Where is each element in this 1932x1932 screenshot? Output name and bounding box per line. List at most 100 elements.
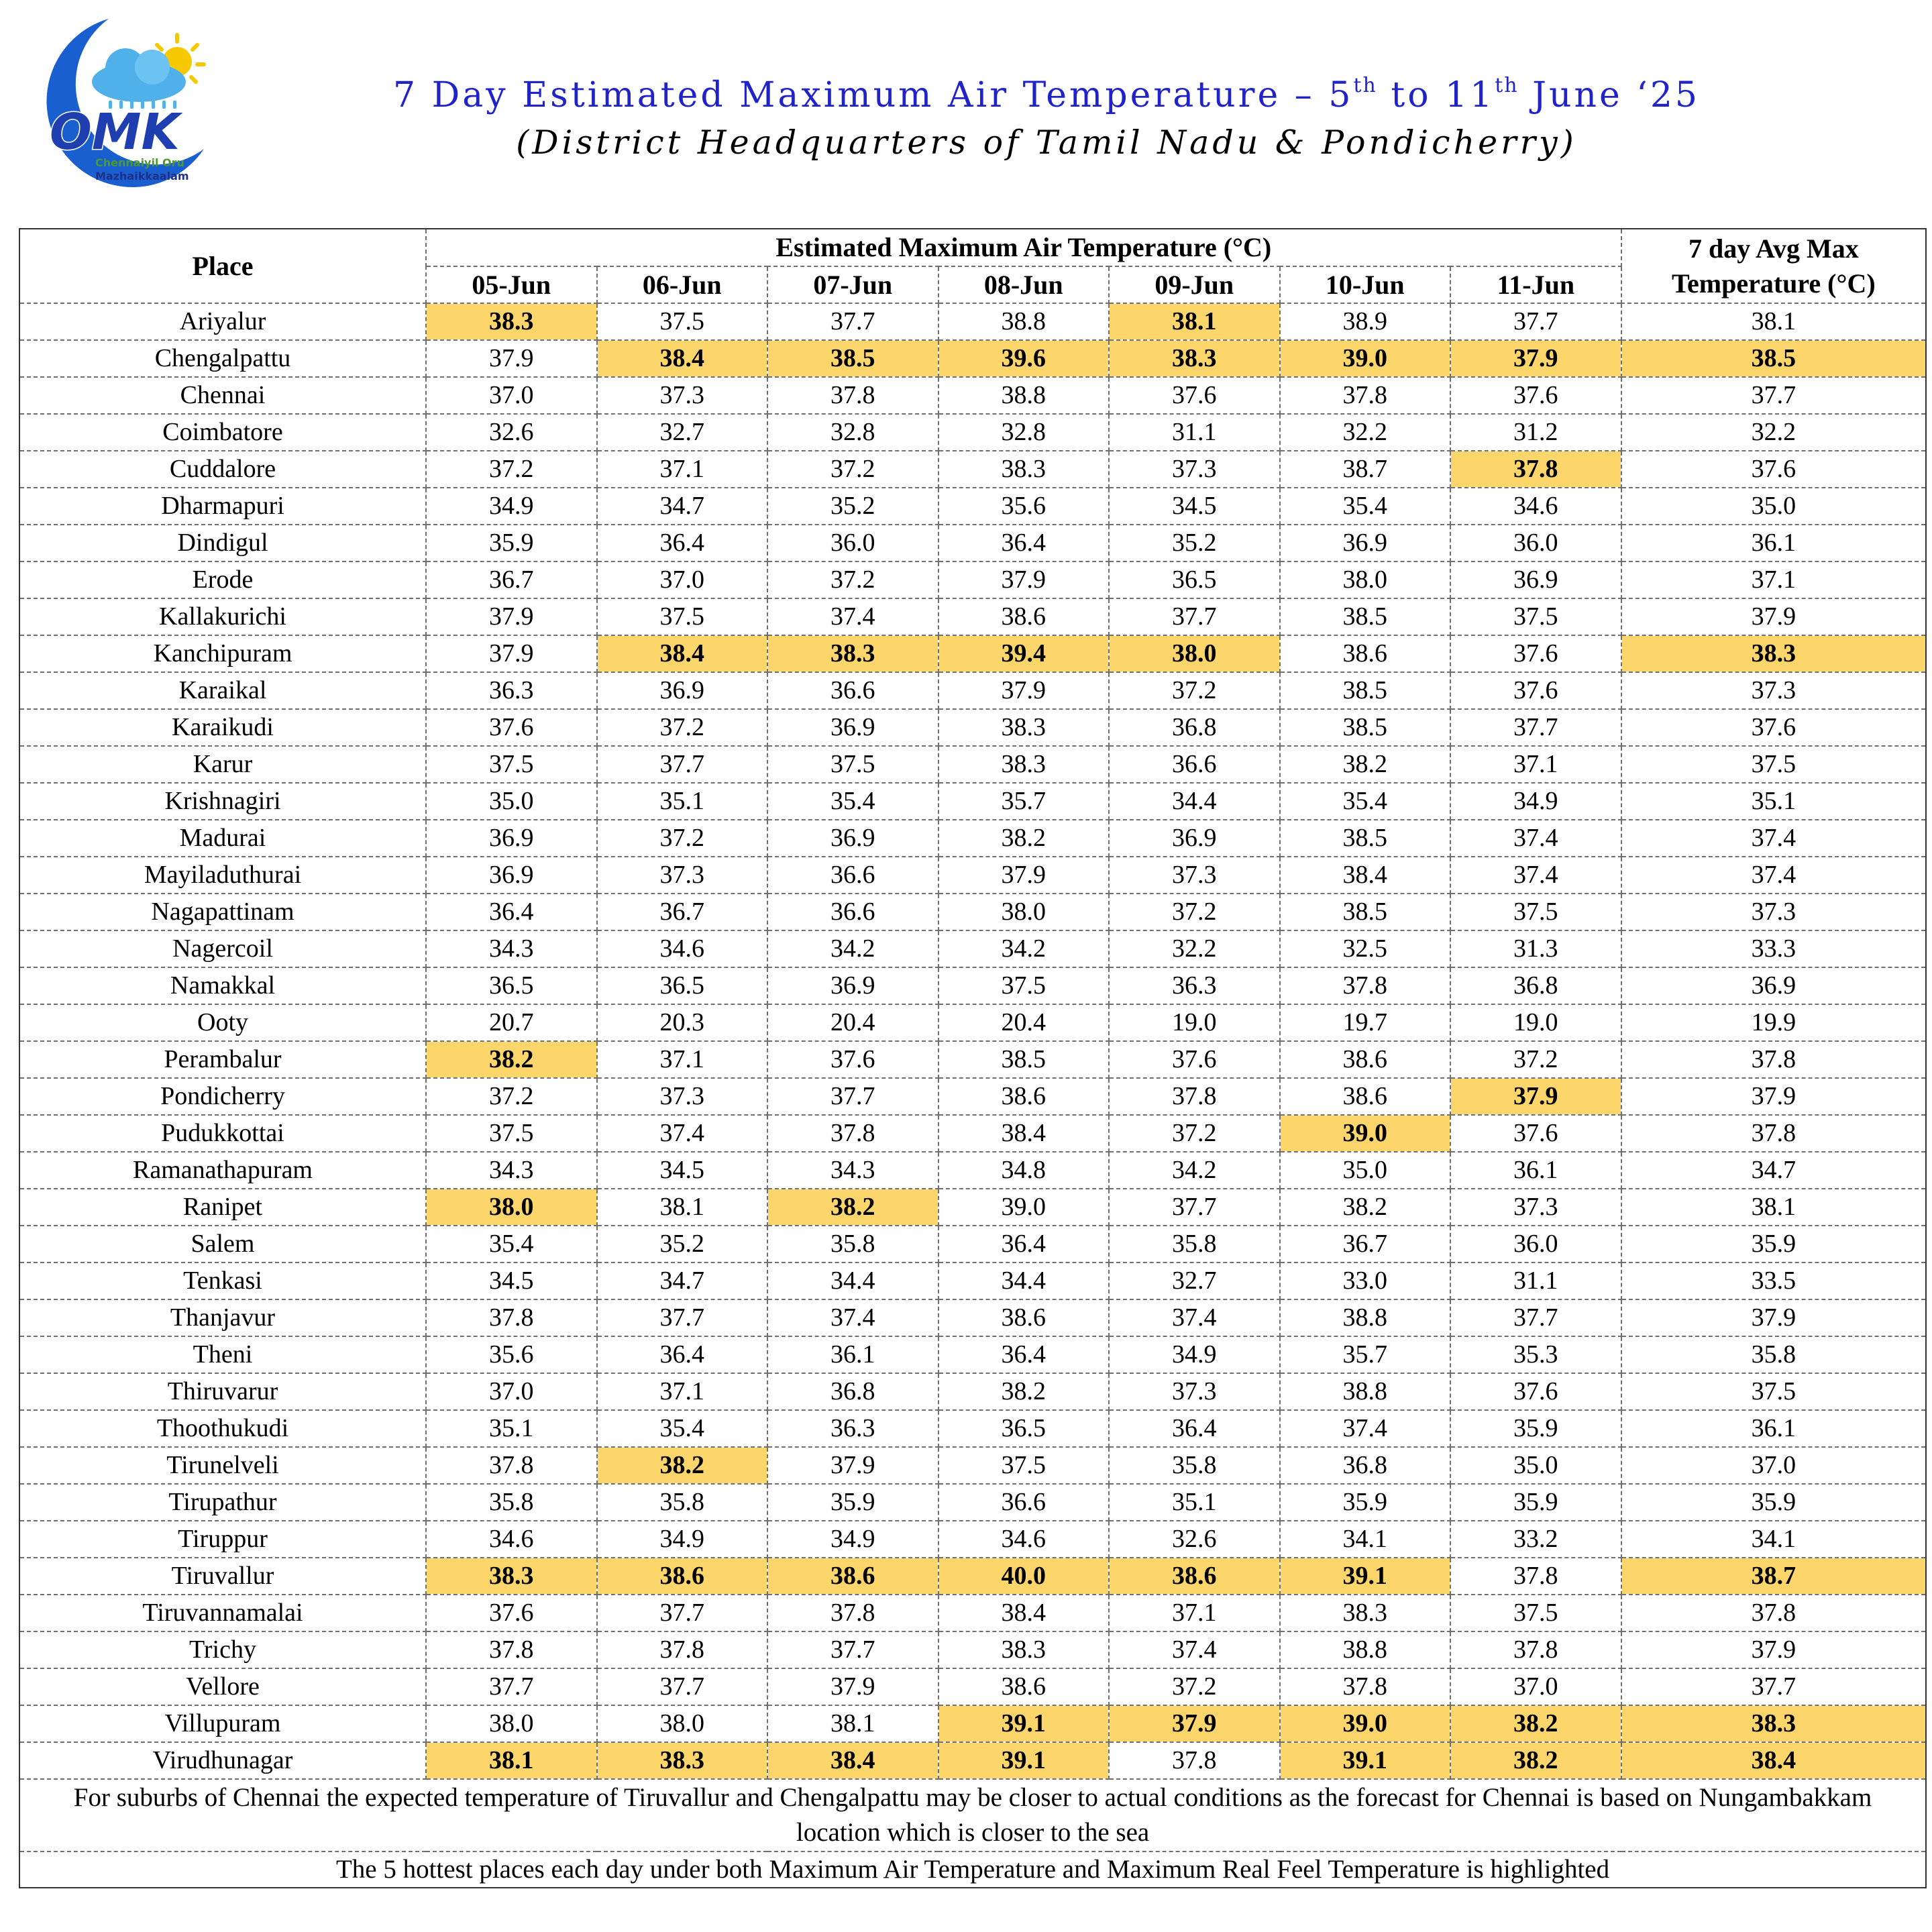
temperature-cell: 36.4 xyxy=(425,893,598,931)
temperature-cell: 35.8 xyxy=(425,1483,598,1521)
temperature-cell: 37.2 xyxy=(767,450,939,488)
temperature-cell: 37.9 xyxy=(1450,339,1622,378)
temperature-cell: 37.4 xyxy=(1108,1299,1281,1337)
temperature-cell: 37.5 xyxy=(937,1446,1110,1485)
temperature-cell: 34.3 xyxy=(425,1151,598,1189)
temperature-cell: 37.7 xyxy=(596,745,768,784)
temperature-cell: 38.4 xyxy=(937,1594,1110,1632)
temperature-cell: 37.7 xyxy=(767,303,939,341)
temperature-table: Place Estimated Maximum Air Temperature … xyxy=(18,228,1927,1888)
footnote-suburbs: For suburbs of Chennai the expected temp… xyxy=(18,1778,1927,1852)
temperature-cell: 38.5 xyxy=(937,1040,1110,1079)
temperature-cell: 37.9 xyxy=(425,598,598,636)
page-title: 7 Day Estimated Maximum Air Temperature … xyxy=(393,74,1700,115)
avg-cell: 35.9 xyxy=(1620,1225,1927,1263)
moon-icon xyxy=(46,19,204,187)
temperature-cell: 37.8 xyxy=(425,1631,598,1669)
temperature-cell: 37.9 xyxy=(937,561,1110,599)
table-row: Ranipet 38.0 38.1 38.2 39.0 37.7 38.2 37.3 38.1 xyxy=(19,1188,1927,1226)
temperature-cell: 37.3 xyxy=(1108,1373,1281,1411)
temperature-cell: 37.9 xyxy=(425,635,598,673)
temperature-cell: 36.9 xyxy=(767,708,939,747)
temperature-cell: 34.8 xyxy=(937,1151,1110,1189)
temperature-cell: 38.5 xyxy=(767,339,939,378)
temperature-cell: 37.1 xyxy=(596,1040,768,1079)
table-row: Tiruvallur 38.3 38.6 38.6 40.0 38.6 39.1 37.8 38… xyxy=(19,1557,1927,1595)
place-cell: Namakkal xyxy=(19,967,427,1005)
temperature-cell: 36.1 xyxy=(1450,1151,1622,1189)
table-row: Pondicherry 37.2 37.3 37.7 38.6 37.8 38.6 37.9 3… xyxy=(19,1077,1927,1116)
temperature-cell: 37.0 xyxy=(425,376,598,415)
temperature-cell: 38.6 xyxy=(937,1668,1110,1706)
footnote-highlight: The 5 hottest places each day under both… xyxy=(18,1851,1927,1888)
temperature-cell: 36.7 xyxy=(596,893,768,931)
temperature-cell: 37.6 xyxy=(1108,1040,1281,1079)
temperature-cell: 35.1 xyxy=(596,782,768,820)
temperature-cell: 38.3 xyxy=(596,1741,768,1780)
temperature-cell: 34.9 xyxy=(596,1520,768,1558)
table-row: Dharmapuri 34.9 34.7 35.2 35.6 34.5 35.4 34.6 35… xyxy=(19,487,1927,525)
temperature-cell: 34.3 xyxy=(767,1151,939,1189)
day-header: 08-Jun xyxy=(937,266,1110,304)
temperature-cell: 38.4 xyxy=(596,635,768,673)
temperature-cell: 38.0 xyxy=(425,1705,598,1743)
place-cell: Thoothukudi xyxy=(19,1409,427,1448)
temperature-cell: 35.0 xyxy=(425,782,598,820)
avg-header-line2: Temperature (°C) xyxy=(1671,268,1876,299)
table-row: Tiruppur 34.6 34.9 34.9 34.6 32.6 34.1 33.2 34.1 xyxy=(19,1520,1927,1558)
temperature-cell: 34.6 xyxy=(596,930,768,968)
temperature-cell: 20.4 xyxy=(937,1004,1110,1042)
temperature-cell: 36.9 xyxy=(767,819,939,857)
place-cell: Vellore xyxy=(19,1668,427,1706)
temperature-cell: 37.3 xyxy=(1108,450,1281,488)
temperature-cell: 36.9 xyxy=(1450,561,1622,599)
avg-cell: 33.5 xyxy=(1620,1262,1927,1300)
table-row: Pudukkottai 37.5 37.4 37.8 38.4 37.2 39.0 37.6 3… xyxy=(19,1114,1927,1152)
table-row: Erode 36.7 37.0 37.2 37.9 36.5 38.0 36.9 37.1 xyxy=(19,561,1927,599)
place-cell: Kallakurichi xyxy=(19,598,427,636)
temperature-cell: 34.9 xyxy=(767,1520,939,1558)
temperature-cell: 35.0 xyxy=(1279,1151,1451,1189)
temperature-cell: 35.2 xyxy=(767,487,939,525)
avg-cell: 35.1 xyxy=(1620,782,1927,820)
day-header-row: 05-Jun 06-Jun 07-Jun 08-Jun 09-Jun 10-Jun 11-J… xyxy=(19,266,1926,304)
temperature-cell: 36.6 xyxy=(767,672,939,710)
temperature-cell: 37.2 xyxy=(1108,1668,1281,1706)
place-cell: Kanchipuram xyxy=(19,635,427,673)
temperature-cell: 37.9 xyxy=(767,1446,939,1485)
table-row: Namakkal 36.5 36.5 36.9 37.5 36.3 37.8 36.8 36.9 xyxy=(19,967,1927,1005)
temperature-cell: 37.6 xyxy=(1108,376,1281,415)
temperature-cell: 37.9 xyxy=(767,1668,939,1706)
table-row: Madurai 36.9 37.2 36.9 38.2 36.9 38.5 37.4 37.4 xyxy=(19,819,1927,857)
temperature-cell: 34.2 xyxy=(767,930,939,968)
temperature-cell: 37.5 xyxy=(1450,1594,1622,1632)
temperature-cell: 36.5 xyxy=(1108,561,1281,599)
table-row: Karaikal 36.3 36.9 36.6 37.9 37.2 38.5 37.6 37.3 xyxy=(19,672,1927,710)
temperature-cell: 39.1 xyxy=(937,1705,1110,1743)
temperature-cell: 37.4 xyxy=(1450,819,1622,857)
avg-cell: 38.1 xyxy=(1620,1188,1927,1226)
temperature-cell: 38.3 xyxy=(1108,339,1281,378)
place-cell: Salem xyxy=(19,1225,427,1263)
temperature-cell: 37.0 xyxy=(425,1373,598,1411)
temperature-cell: 19.7 xyxy=(1279,1004,1451,1042)
temperature-cell: 37.8 xyxy=(425,1299,598,1337)
omk-logo: OMK Chennaiyil Oru Mazhaikkaalam xyxy=(8,15,209,191)
temperature-cell: 39.4 xyxy=(937,635,1110,673)
temperature-cell: 38.5 xyxy=(1279,672,1451,710)
temperature-cell: 37.3 xyxy=(1450,1188,1622,1226)
table-row: Trichy 37.8 37.8 37.7 38.3 37.4 38.8 37.8 37.9 xyxy=(19,1631,1927,1669)
temperature-cell: 36.6 xyxy=(937,1483,1110,1521)
temperature-cell: 37.7 xyxy=(1108,1188,1281,1226)
temperature-cell: 38.9 xyxy=(1279,303,1451,341)
temperature-cell: 34.4 xyxy=(937,1262,1110,1300)
temperature-cell: 34.7 xyxy=(596,1262,768,1300)
avg-cell: 37.8 xyxy=(1620,1594,1927,1632)
temperature-cell: 31.3 xyxy=(1450,930,1622,968)
temperature-cell: 20.3 xyxy=(596,1004,768,1042)
temperature-cell: 38.4 xyxy=(937,1114,1110,1152)
temperature-cell: 36.4 xyxy=(937,1225,1110,1263)
temperature-cell: 38.5 xyxy=(1279,819,1451,857)
avg-cell: 36.1 xyxy=(1620,524,1927,562)
place-cell: Nagercoil xyxy=(19,930,427,968)
